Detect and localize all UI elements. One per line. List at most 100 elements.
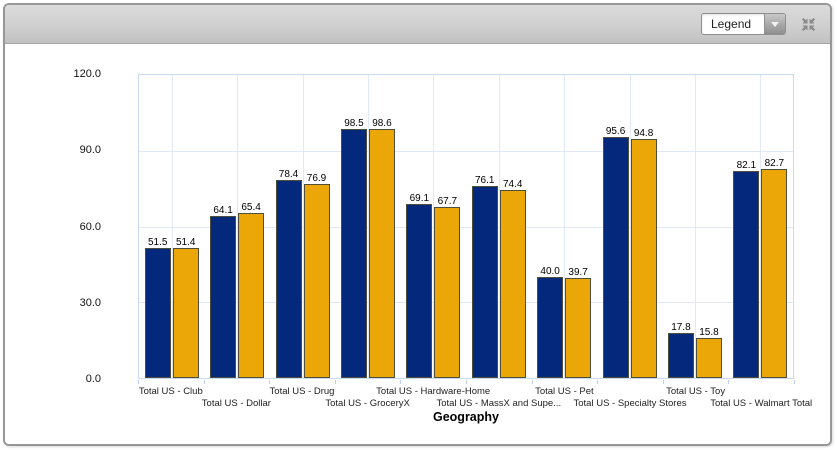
bar-value-label: 51.4: [175, 237, 196, 249]
category-label: Total US - MassX and Supe...: [436, 398, 562, 409]
bar[interactable]: 94.8: [630, 128, 657, 378]
x-axis-tick: [794, 380, 795, 384]
bar-group: 17.8 15.8: [662, 75, 727, 378]
bar-group: 69.1 67.7: [401, 75, 466, 378]
x-axis-tick: [334, 380, 336, 384]
category-label: Total US - Specialty Stores: [573, 398, 687, 409]
y-tick-label: 0.0: [85, 373, 101, 385]
bar-group: 40.0 39.7: [531, 75, 596, 378]
vertical-gridline: [171, 75, 173, 378]
y-tick-label: 120.0: [73, 68, 101, 80]
bar[interactable]: 76.1: [471, 175, 498, 378]
bar-value-label: 98.6: [372, 118, 392, 130]
bar-value-label: 17.8: [671, 322, 691, 334]
bar[interactable]: 65.4: [238, 202, 265, 378]
x-axis-tick: [400, 380, 402, 384]
bar[interactable]: 98.6: [368, 118, 395, 378]
vertical-gridline: [694, 75, 696, 378]
y-tick-label: 90.0: [79, 144, 101, 157]
chart-area: 0.0 30.0 60.0 90.0 120.0 51.5 51.4 64.1 65.4 78.…: [5, 45, 830, 444]
x-axis-tick: [138, 380, 139, 384]
bar-value-label: 78.4: [278, 169, 299, 181]
category-label: Total US - Dollar: [201, 398, 271, 409]
bar-value-label: 69.1: [409, 192, 430, 204]
vertical-gridline: [629, 75, 631, 378]
bar[interactable]: 40.0: [537, 266, 564, 378]
bar-value-label: 74.4: [503, 179, 523, 191]
vertical-gridline: [498, 75, 500, 378]
bar-group: 98.5 98.6: [335, 75, 400, 378]
horizontal-gridline: [139, 150, 793, 152]
bar[interactable]: 76.9: [303, 173, 330, 378]
x-axis-tick: [203, 380, 205, 384]
bar[interactable]: 39.7: [565, 267, 592, 378]
chart-window: Legend 0.0 30.0 60.0 90.0 120.0 51.5 51.4 64.1…: [3, 3, 832, 446]
bar[interactable]: 78.4: [275, 169, 302, 378]
bar[interactable]: 51.5: [144, 237, 171, 378]
legend-dropdown-value: Legend: [711, 17, 752, 31]
category-label: Total US - Walmart Total: [710, 398, 813, 409]
bar[interactable]: 69.1: [406, 193, 433, 378]
bar-value-label: 76.9: [306, 172, 327, 184]
category-label: Total US - Drug: [269, 386, 335, 397]
bar-group: 78.4 76.9: [270, 75, 335, 378]
bar-group: 76.1 74.4: [466, 75, 531, 378]
x-axis-tick: [662, 380, 664, 384]
chevron-down-icon[interactable]: [764, 14, 785, 34]
bar-value-label: 15.8: [699, 327, 719, 339]
collapse-arrows-icon[interactable]: [800, 16, 817, 33]
x-axis-tick: [728, 380, 730, 384]
bar[interactable]: 82.7: [761, 158, 788, 378]
category-label: Total US - GroceryX: [325, 398, 410, 409]
vertical-gridline: [237, 75, 239, 378]
x-axis-title: Geography: [433, 410, 499, 424]
bar-value-label: 64.1: [213, 205, 233, 217]
x-axis-tick: [466, 380, 467, 384]
bar-group: 82.1 82.7: [728, 75, 793, 378]
bar-value-label: 65.4: [241, 201, 261, 213]
bar-groups: 51.5 51.4 64.1 65.4 78.4 76.9 98.5 98.6 69.1 67.7…: [139, 75, 793, 378]
bar[interactable]: 95.6: [602, 126, 629, 378]
x-axis-labels: Total US - Club Total US - Dollar Total US…: [138, 380, 812, 426]
bar-value-label: 95.6: [605, 125, 626, 137]
x-axis-tick: [597, 380, 599, 384]
horizontal-gridline: [139, 226, 793, 228]
category-label: Total US - Club: [138, 386, 203, 397]
x-axis-tick: [531, 380, 533, 384]
y-axis-labels: 0.0 30.0 60.0 90.0 120.0: [5, 68, 101, 385]
bar-value-label: 67.7: [437, 196, 458, 208]
plot-area: 51.5 51.4 64.1 65.4 78.4 76.9 98.5 98.6 69.1 67.7…: [138, 74, 794, 379]
bar[interactable]: 17.8: [667, 322, 694, 378]
bar-value-label: 76.1: [475, 174, 495, 186]
bar[interactable]: 51.4: [172, 237, 199, 378]
toolbar: Legend: [5, 5, 830, 44]
bar-value-label: 94.8: [633, 127, 654, 139]
bar-value-label: 39.7: [568, 266, 588, 278]
bar-value-label: 82.1: [736, 159, 757, 171]
bar[interactable]: 15.8: [695, 327, 722, 378]
category-label: Total US - Pet: [535, 386, 594, 397]
bar-value-label: 51.5: [147, 236, 168, 248]
vertical-gridline: [433, 75, 435, 378]
vertical-gridline: [367, 75, 369, 378]
bar-value-label: 98.5: [344, 118, 364, 130]
bar[interactable]: 67.7: [434, 196, 461, 378]
vertical-gridline: [302, 75, 304, 378]
y-tick-label: 60.0: [79, 220, 101, 233]
bar-group: 95.6 94.8: [597, 75, 662, 378]
bar-value-label: 82.7: [764, 158, 785, 170]
bar-group: 64.1 65.4: [204, 75, 269, 378]
category-label: Total US - Toy: [666, 386, 726, 397]
bar[interactable]: 64.1: [210, 205, 237, 378]
bar[interactable]: 82.1: [733, 160, 760, 378]
bar-group: 51.5 51.4: [139, 75, 204, 378]
horizontal-gridline: [139, 302, 793, 304]
legend-dropdown[interactable]: Legend: [701, 13, 786, 35]
x-axis-tick: [269, 380, 271, 384]
y-tick-label: 30.0: [79, 296, 101, 309]
bar[interactable]: 98.5: [340, 118, 367, 378]
category-label: Total US - Hardware-Home: [376, 386, 491, 397]
vertical-gridline: [760, 75, 762, 378]
bar-value-label: 40.0: [540, 266, 560, 277]
bar[interactable]: 74.4: [499, 179, 526, 378]
